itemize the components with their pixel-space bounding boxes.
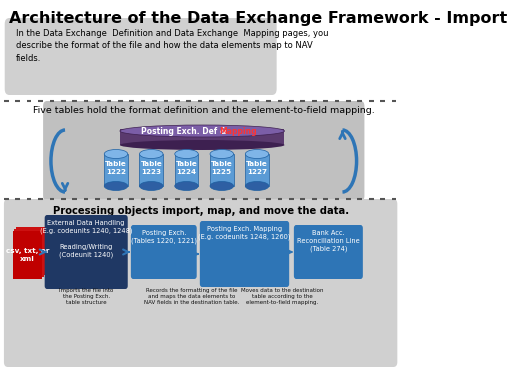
Text: Processing objects import, map, and move the data.: Processing objects import, map, and move… <box>53 206 349 216</box>
Text: Records the formatting of the file
and maps the data elements to
NAV fields in t: Records the formatting of the file and m… <box>144 288 240 305</box>
Text: Table
1223: Table 1223 <box>140 161 162 175</box>
FancyBboxPatch shape <box>245 154 269 186</box>
Text: Table
1227: Table 1227 <box>246 161 268 175</box>
Text: Five tables hold the format definition and the element-to-field mapping.: Five tables hold the format definition a… <box>33 106 375 115</box>
FancyBboxPatch shape <box>120 129 285 145</box>
FancyBboxPatch shape <box>16 227 46 275</box>
Ellipse shape <box>120 125 285 137</box>
FancyBboxPatch shape <box>131 225 197 279</box>
Ellipse shape <box>104 149 127 159</box>
Text: Table
1224: Table 1224 <box>176 161 198 175</box>
Ellipse shape <box>120 140 285 150</box>
Text: csv, txt, or
xml: csv, txt, or xml <box>6 248 49 262</box>
Ellipse shape <box>139 149 163 159</box>
Text: Posting Exch. Def &: Posting Exch. Def & <box>141 126 229 136</box>
FancyBboxPatch shape <box>200 221 289 287</box>
Ellipse shape <box>245 149 269 159</box>
FancyBboxPatch shape <box>5 18 276 95</box>
Ellipse shape <box>175 182 198 190</box>
Text: In the Data Exchange  Definition and Data Exchange  Mapping pages, you
describe : In the Data Exchange Definition and Data… <box>16 29 328 63</box>
Text: Posting Exch. Mapping
(E.g. codeunits 1248, 1260): Posting Exch. Mapping (E.g. codeunits 12… <box>198 226 291 240</box>
FancyBboxPatch shape <box>14 229 44 277</box>
Ellipse shape <box>139 182 163 190</box>
FancyBboxPatch shape <box>175 154 198 186</box>
Text: External Data Handling
(E.g. codeunits 1240, 1248)

Reading/Writing
(Codeunit 12: External Data Handling (E.g. codeunits 1… <box>40 220 133 258</box>
FancyBboxPatch shape <box>4 199 397 367</box>
Text: Architecture of the Data Exchange Framework - Import: Architecture of the Data Exchange Framew… <box>9 11 508 26</box>
Text: Table
1225: Table 1225 <box>211 161 232 175</box>
Text: Moves data to the destination
table according to the
element-to-field mapping.: Moves data to the destination table acco… <box>241 288 324 305</box>
Text: Bank Acc.
Reconciliation Line
(Table 274): Bank Acc. Reconciliation Line (Table 274… <box>297 230 360 252</box>
FancyBboxPatch shape <box>294 225 363 279</box>
FancyBboxPatch shape <box>210 154 233 186</box>
FancyBboxPatch shape <box>104 154 127 186</box>
Ellipse shape <box>104 182 127 190</box>
Ellipse shape <box>210 182 233 190</box>
Text: Table
1222: Table 1222 <box>105 161 127 175</box>
FancyBboxPatch shape <box>139 154 163 186</box>
FancyBboxPatch shape <box>45 215 127 289</box>
FancyBboxPatch shape <box>43 101 365 201</box>
Text: Mapping: Mapping <box>220 126 257 136</box>
Text: Imports the file into
the Posting Exch.
table structure: Imports the file into the Posting Exch. … <box>59 288 113 305</box>
Ellipse shape <box>245 182 269 190</box>
FancyBboxPatch shape <box>12 231 42 279</box>
Ellipse shape <box>210 149 233 159</box>
Ellipse shape <box>175 149 198 159</box>
Text: Posting Exch.
(Tables 1220, 1221): Posting Exch. (Tables 1220, 1221) <box>131 230 197 244</box>
